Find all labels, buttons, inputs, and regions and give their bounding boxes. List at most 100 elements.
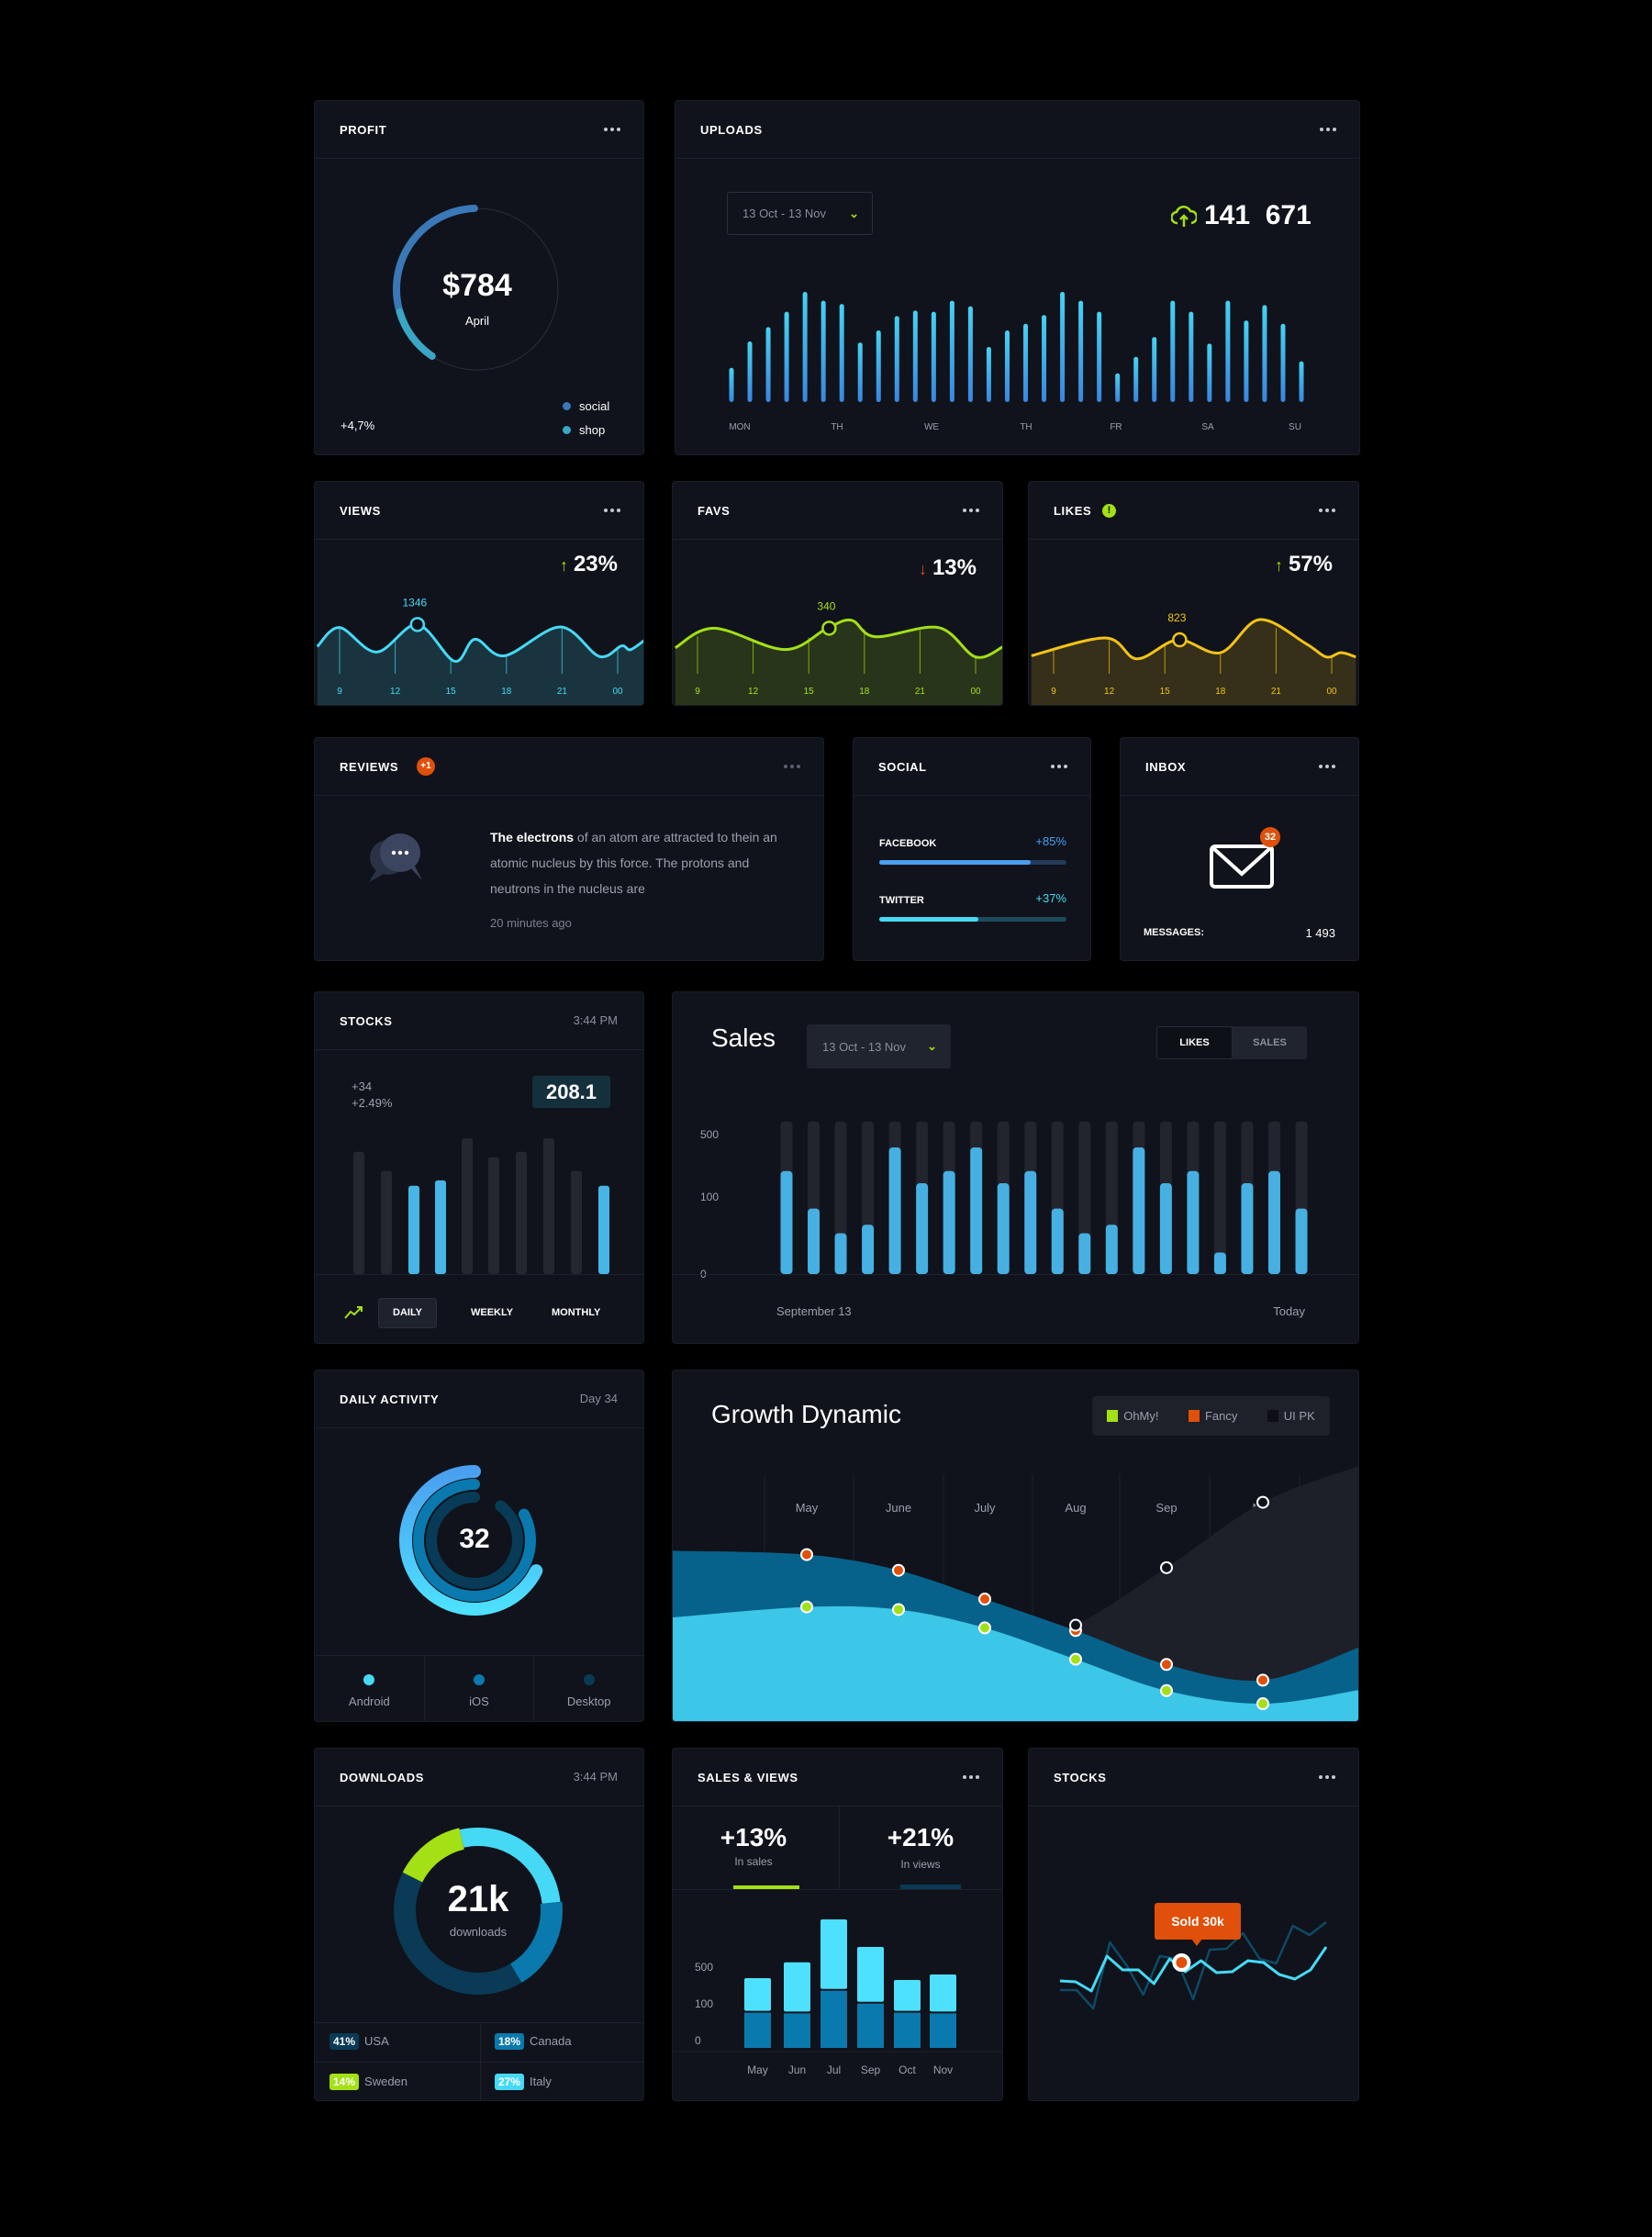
- card-title: DAILY ACTIVITY: [340, 1393, 440, 1406]
- sales-bar: [1241, 1183, 1254, 1274]
- sales-title: Sales: [711, 1023, 776, 1052]
- more-menu-icon[interactable]: [1319, 1775, 1335, 1779]
- more-menu-icon[interactable]: [1051, 765, 1067, 768]
- tab-monthly[interactable]: MONTHLY: [552, 1307, 601, 1318]
- legend-label: Fancy: [1204, 1409, 1238, 1423]
- legend-uipk: UI PK: [1267, 1409, 1315, 1423]
- more-menu-icon[interactable]: [963, 1775, 979, 1779]
- upload-bar: [839, 304, 844, 402]
- activity-rings: [399, 1465, 543, 1616]
- bar-track: [1213, 1121, 1226, 1274]
- chevron-down-icon: ⌄: [849, 206, 859, 220]
- dot-icon: [363, 1674, 375, 1685]
- card-title: DOWNLOADS: [340, 1771, 425, 1784]
- sales-bar: [997, 1183, 1010, 1274]
- divider: [839, 1806, 840, 1889]
- tick-label: 9: [695, 687, 700, 697]
- more-menu-icon[interactable]: [963, 509, 979, 512]
- dot-icon: [474, 1674, 485, 1685]
- date-range-value: 13 Oct - 13 Nov: [742, 207, 827, 220]
- sales-bar: [857, 2003, 884, 2048]
- tick-label: 18: [501, 687, 512, 697]
- card-header: SALES & VIEWS: [673, 1749, 1002, 1806]
- views-change: ↑ 23%: [560, 552, 618, 577]
- messages-label: MESSAGES:: [1144, 927, 1205, 938]
- card-header: VIEWS: [315, 482, 643, 540]
- upload-bar: [765, 327, 771, 402]
- tab-daily[interactable]: DAILY: [378, 1298, 437, 1328]
- card-title: STOCKS: [340, 1014, 393, 1028]
- views-stat-label: In views: [900, 1858, 941, 1871]
- stocks-change: +34 +2.49%: [352, 1079, 392, 1112]
- upload-bar: [1060, 292, 1066, 402]
- chevron-down-icon: ⌄: [927, 1039, 937, 1053]
- envelope-icon[interactable]: [1208, 837, 1281, 892]
- upload-bar: [784, 311, 789, 402]
- swatch-icon: [1188, 1410, 1200, 1422]
- upload-bar: [1023, 323, 1029, 402]
- stocks-time: 3:44 PM: [573, 1013, 618, 1027]
- point-ohmy: [1256, 1697, 1269, 1711]
- tab-weekly[interactable]: WEEKLY: [471, 1307, 514, 1318]
- month-label: Sep: [1155, 1501, 1177, 1515]
- more-menu-icon[interactable]: [1319, 509, 1335, 512]
- legend-label: UI PK: [1283, 1409, 1315, 1423]
- toggle-likes[interactable]: LIKES: [1156, 1026, 1233, 1059]
- social-item-twitter: TWITTER +37%: [879, 891, 1066, 922]
- toggle-sales[interactable]: SALES: [1253, 1037, 1287, 1048]
- arrow-down-icon: ↓: [918, 560, 927, 578]
- daily-activity-card: DAILY ACTIVITY Day 34 32 Android iOS Desk…: [314, 1370, 644, 1722]
- upload-bar: [912, 310, 918, 402]
- growth-dynamic-card: MayJuneJulyAugSepNov Growth Dynamic OhMy…: [672, 1370, 1359, 1722]
- legend-label: Canada: [530, 2034, 572, 2048]
- date-range-dropdown[interactable]: 13 Oct - 13 Nov ⌄: [727, 192, 873, 235]
- sales-views-bar-chart: 500 100 0 May Jun Jul Sep Oct Nov: [673, 1919, 1002, 2076]
- date-range-dropdown[interactable]: 13 Oct - 13 Nov ⌄: [807, 1024, 951, 1068]
- more-menu-icon[interactable]: [1320, 128, 1336, 131]
- review-time: 20 minutes ago: [490, 916, 572, 930]
- change-value: 57%: [1288, 552, 1333, 576]
- profit-ring: [393, 205, 559, 371]
- legend-ohmy: OhMy!: [1107, 1409, 1159, 1423]
- stocks-line-chart: [1059, 1921, 1328, 2010]
- review-text: The electrons of an atom are attracted t…: [490, 824, 784, 901]
- point-fancy: [1256, 1673, 1269, 1687]
- upload-bar: [1170, 300, 1176, 402]
- upload-bar: [1189, 311, 1194, 402]
- upload-bar: [820, 300, 826, 402]
- views-bar: [820, 1919, 847, 1989]
- sales-bar: [780, 1170, 793, 1274]
- tick-label: 9: [1051, 687, 1056, 697]
- tick-label: 15: [1160, 687, 1171, 697]
- review-text-body: of an atom are attracted to thein an ato…: [490, 830, 777, 896]
- day-counter: Day 34: [579, 1392, 618, 1405]
- divider: [315, 1274, 643, 1275]
- sales-bar: [1105, 1225, 1118, 1274]
- sales-bar: [808, 1208, 820, 1274]
- sales-stat-label: In sales: [734, 1855, 773, 1868]
- dot-icon: [583, 1674, 595, 1685]
- month-label: Nov: [933, 2064, 953, 2076]
- card-header: STOCKS 3:44 PM: [315, 992, 643, 1050]
- legend-label: OhMy!: [1123, 1409, 1159, 1423]
- uploads-total: 141 671: [1204, 200, 1312, 230]
- more-menu-icon[interactable]: [604, 509, 620, 512]
- tick-label: 00: [612, 687, 623, 697]
- review-text-bold: The electrons: [490, 830, 575, 844]
- change-abs: +34: [352, 1079, 373, 1093]
- tick-label: 15: [446, 687, 457, 697]
- divider: [673, 1274, 1358, 1275]
- sales-bar: [834, 1233, 847, 1274]
- change-value: 13%: [932, 555, 977, 580]
- profit-card: PROFIT $784 April +4,7% social shop: [314, 100, 644, 455]
- views-bar: [930, 1974, 956, 2012]
- arc-social: [393, 205, 478, 316]
- more-menu-icon[interactable]: [784, 765, 800, 768]
- sales-bar: [1213, 1252, 1226, 1274]
- upload-bar: [1115, 373, 1121, 402]
- series-line: [316, 622, 643, 663]
- more-menu-icon[interactable]: [604, 128, 620, 131]
- more-menu-icon[interactable]: [1319, 765, 1335, 768]
- month-label: Sep: [861, 2064, 881, 2076]
- trending-up-icon: [344, 1306, 363, 1319]
